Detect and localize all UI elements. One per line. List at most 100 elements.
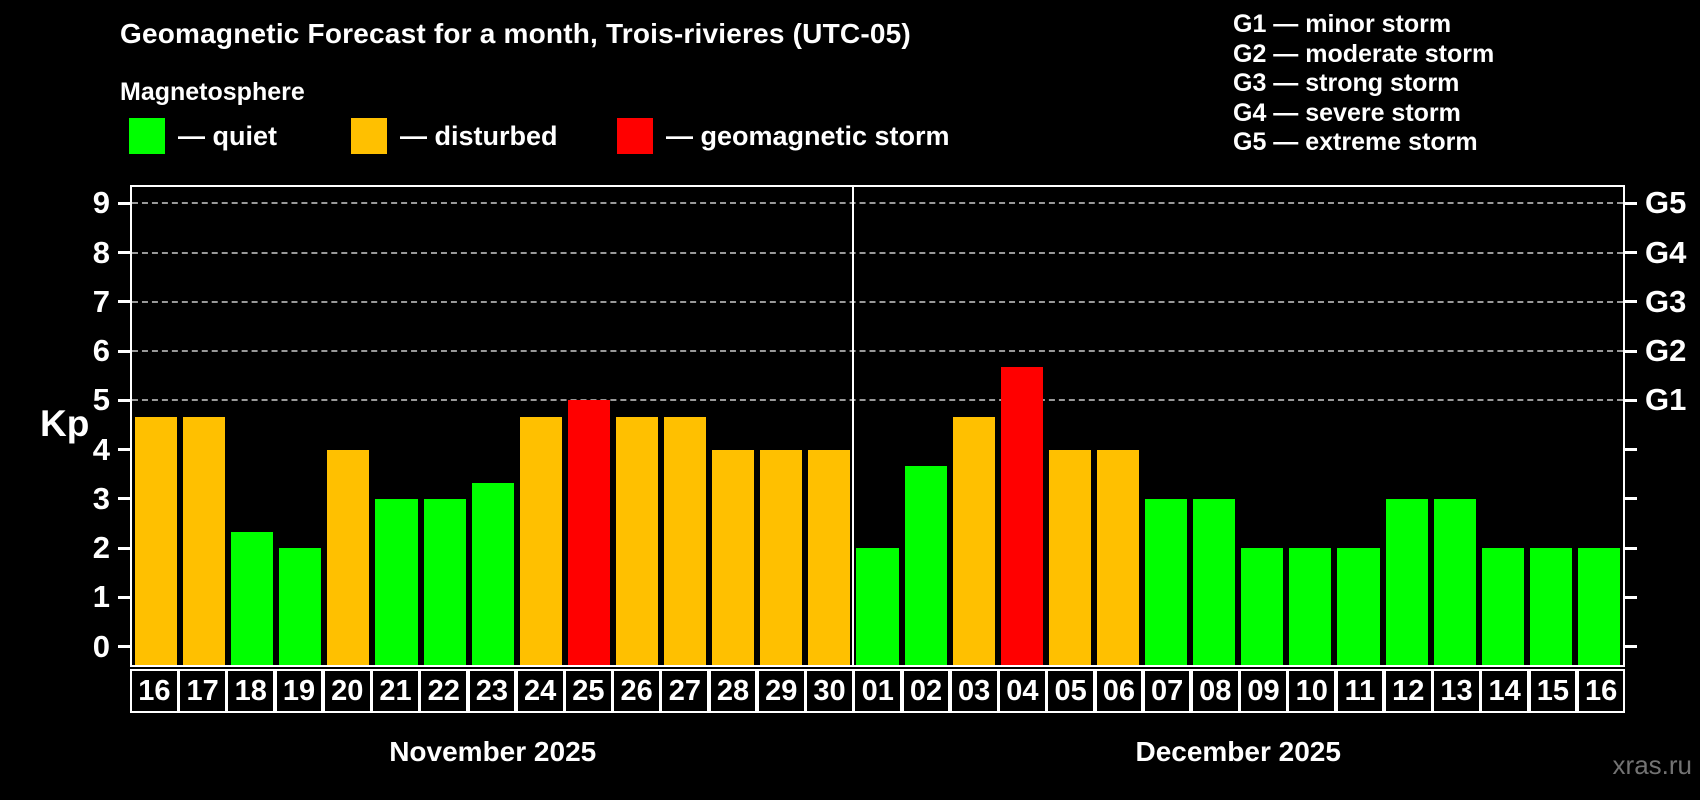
day-label-02: 02 xyxy=(901,669,951,713)
kp-bar-november-20 xyxy=(327,449,370,665)
y-axis-tick-left xyxy=(118,300,130,304)
y-axis-tick-right xyxy=(1625,497,1637,501)
y-axis-tick-left xyxy=(118,251,130,255)
y-axis-tick-left xyxy=(118,448,130,452)
y-axis-tick-left xyxy=(118,546,130,550)
day-label-26: 26 xyxy=(612,669,661,713)
y-axis-tick-right xyxy=(1625,448,1637,452)
y-tick-label-7: 7 xyxy=(92,283,110,319)
y-tick-label-5: 5 xyxy=(92,382,110,418)
y-axis-tick-left xyxy=(118,645,130,649)
kp-bar-november-25 xyxy=(567,400,610,665)
g-level-label-g5: G5 xyxy=(1645,185,1687,221)
gridline-kp-8 xyxy=(132,251,1623,254)
kp-bar-december-12 xyxy=(1385,498,1428,665)
day-label-07: 07 xyxy=(1142,669,1192,713)
day-label-25: 25 xyxy=(564,669,613,713)
legend-item-disturbed: — disturbed xyxy=(351,118,558,154)
kp-bar-december-06 xyxy=(1096,449,1140,665)
y-axis-tick-right xyxy=(1625,349,1637,353)
day-label-24: 24 xyxy=(515,669,565,713)
g-legend-g5: G5 — extreme storm xyxy=(1233,128,1478,157)
day-label-05: 05 xyxy=(1046,669,1095,713)
disturbed-swatch xyxy=(351,118,387,154)
day-label-20: 20 xyxy=(322,669,372,713)
gridline-kp-5 xyxy=(132,399,1623,402)
kp-bar-november-23 xyxy=(471,482,514,665)
g-legend-g1: G1 — minor storm xyxy=(1233,10,1452,38)
gridline-kp-7 xyxy=(132,300,1623,303)
day-label-27: 27 xyxy=(660,669,710,713)
y-axis-tick-right xyxy=(1625,645,1637,649)
day-label-22: 22 xyxy=(419,669,469,713)
g-legend-g3: G3 — strong storm xyxy=(1233,69,1460,98)
kp-bar-december-03 xyxy=(952,416,995,665)
y-tick-label-4: 4 xyxy=(92,431,110,467)
y-axis-tick-left xyxy=(118,595,130,599)
g-level-label-g1: G1 xyxy=(1645,382,1687,418)
day-label-01: 01 xyxy=(853,669,903,713)
month-label-december: December 2025 xyxy=(1135,736,1341,767)
day-label-14: 14 xyxy=(1480,669,1530,713)
kp-bar-december-02 xyxy=(904,465,947,665)
x-axis-day-strip: 16 17 18 19 20 21 22 23 24 25 26 27 28 29 30 01 02 03 04 05… xyxy=(130,669,1626,715)
y-axis-tick-right xyxy=(1625,201,1637,205)
y-axis-tick-right xyxy=(1625,595,1637,599)
day-label-12: 12 xyxy=(1383,669,1433,713)
y-tick-label-8: 8 xyxy=(92,234,110,270)
day-label-09: 09 xyxy=(1239,669,1288,713)
g-level-label-g2: G2 xyxy=(1645,333,1687,369)
y-tick-label-1: 1 xyxy=(92,579,110,615)
kp-bar-december-09 xyxy=(1241,548,1284,665)
kp-bar-december-11 xyxy=(1337,548,1380,665)
legend-label-storm: — geomagnetic storm xyxy=(666,120,950,151)
kp-bar-november-22 xyxy=(423,498,466,665)
kp-bar-november-19 xyxy=(279,548,322,665)
y-axis-tick-left xyxy=(118,497,130,501)
kp-bar-november-16 xyxy=(135,416,178,665)
kp-bar-november-27 xyxy=(664,416,707,665)
watermark: xras.ru xyxy=(1612,750,1692,780)
kp-bar-december-15 xyxy=(1529,548,1572,665)
day-label-06: 06 xyxy=(1094,669,1144,713)
legend-item-quiet: — quiet xyxy=(129,118,277,154)
y-axis-label: Kp xyxy=(40,403,90,444)
kp-bar-november-29 xyxy=(760,449,803,665)
day-label-11: 11 xyxy=(1335,669,1385,713)
quiet-swatch xyxy=(129,118,165,154)
y-axis-tick-left xyxy=(118,201,130,205)
day-label-04: 04 xyxy=(998,669,1047,713)
kp-bar-november-24 xyxy=(519,416,562,665)
kp-bar-november-21 xyxy=(375,498,418,665)
g-legend-g4: G4 — severe storm xyxy=(1233,98,1461,127)
day-label-29: 29 xyxy=(756,669,806,713)
kp-bar-november-30 xyxy=(808,449,851,665)
magnetosphere-subtitle: Magnetosphere xyxy=(120,78,305,106)
kp-bar-december-08 xyxy=(1193,498,1236,665)
kp-bar-november-28 xyxy=(712,449,755,665)
g-level-label-g4: G4 xyxy=(1645,234,1687,270)
y-tick-label-6: 6 xyxy=(92,333,110,369)
day-label-15: 15 xyxy=(1528,669,1578,713)
legend-label-quiet: — quiet xyxy=(178,120,277,151)
month-divider xyxy=(851,187,855,665)
page-title: Geomagnetic Forecast for a month, Trois-… xyxy=(120,18,911,49)
kp-bar-november-18 xyxy=(231,531,274,665)
y-axis-tick-right xyxy=(1625,251,1637,255)
g-legend-g2: G2 — moderate storm xyxy=(1233,39,1495,68)
kp-bar-december-01 xyxy=(856,548,899,665)
day-label-19: 19 xyxy=(274,669,324,713)
status-legend: — quiet — disturbed — geomagnetic storm xyxy=(129,118,1029,158)
gridline-kp-9 xyxy=(132,202,1623,205)
g-scale-legend: G1 — minor storm G2 — moderate storm G3 — … xyxy=(1233,10,1494,158)
y-tick-label-2: 2 xyxy=(92,530,110,566)
y-tick-label-9: 9 xyxy=(92,185,110,221)
day-label-17: 17 xyxy=(178,669,227,713)
g-level-label-g3: G3 xyxy=(1645,283,1687,319)
kp-bar-december-10 xyxy=(1289,548,1332,665)
y-axis-tick-left xyxy=(118,398,130,402)
day-label-18: 18 xyxy=(226,669,276,713)
day-label-03: 03 xyxy=(949,669,999,713)
kp-bar-november-26 xyxy=(615,416,659,665)
day-label-13: 13 xyxy=(1432,669,1481,713)
